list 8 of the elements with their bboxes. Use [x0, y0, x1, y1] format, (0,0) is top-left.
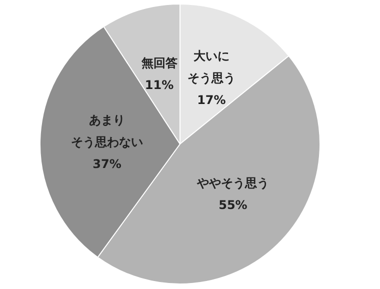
slice-label: 無回答 [140, 56, 178, 70]
data-label: 11% [144, 78, 174, 92]
data-label: 55% [218, 198, 248, 212]
slice-label: あまりそう思わない [71, 113, 144, 150]
data-label: 17% [197, 93, 226, 108]
slice-label: ややそう思う [196, 176, 269, 190]
slice-label: 大いにそう思う [187, 49, 236, 86]
data-label: 37% [92, 157, 122, 172]
